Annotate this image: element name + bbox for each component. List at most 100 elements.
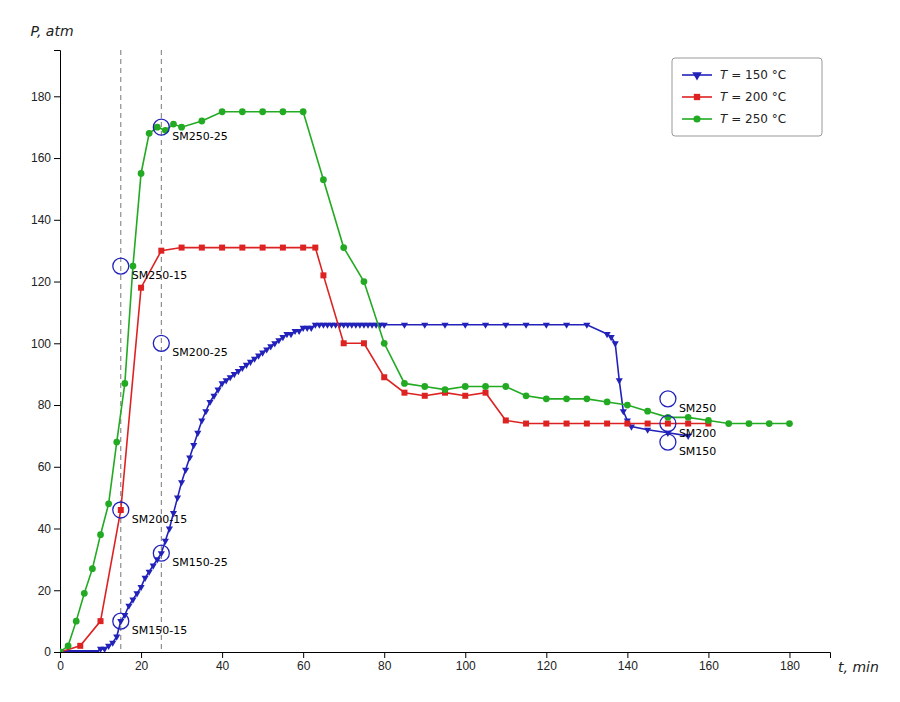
tick-label: 0: [44, 645, 51, 659]
marker: [583, 323, 590, 329]
tick-mark: [54, 529, 60, 530]
marker: [502, 383, 509, 390]
line: [60, 325, 688, 652]
marker: [644, 428, 651, 434]
marker: [312, 245, 318, 251]
marker: [142, 576, 149, 582]
marker: [186, 455, 193, 461]
tick-mark: [708, 652, 709, 658]
tick: 140: [31, 213, 60, 227]
marker: [279, 335, 286, 341]
tick: 0: [57, 652, 64, 673]
marker: [170, 121, 177, 128]
marker: [243, 363, 250, 369]
marker: [113, 439, 120, 446]
marker: [543, 395, 550, 402]
marker: [584, 421, 590, 427]
tick-label: 80: [378, 659, 392, 673]
marker: [563, 323, 570, 329]
tick-label: 140: [31, 213, 51, 227]
marker: [422, 393, 428, 399]
tick-label: 160: [699, 659, 719, 673]
x-axis-title: t, min: [838, 659, 879, 675]
marker: [502, 323, 509, 329]
marker: [685, 414, 692, 421]
marker: [604, 421, 610, 427]
marker: [150, 564, 157, 570]
tick: 20: [135, 652, 149, 673]
tick: 20: [38, 584, 60, 598]
marker: [725, 420, 732, 427]
marker: [117, 619, 124, 625]
marker: [320, 176, 327, 183]
marker: [766, 420, 773, 427]
tick-label: 160: [31, 151, 51, 165]
marker: [746, 420, 753, 427]
legend-item: T = 150 °C: [682, 68, 786, 82]
marker: [604, 399, 611, 406]
marker: [60, 649, 63, 652]
marker: [118, 507, 124, 513]
tick: 180: [31, 90, 60, 104]
marker: [158, 551, 165, 557]
marker: [300, 245, 306, 251]
legend-item: T = 250 °C: [682, 112, 786, 126]
tick-label: 20: [135, 659, 149, 673]
marker: [401, 323, 408, 329]
marker: [308, 326, 315, 332]
tick-mark: [465, 652, 466, 658]
marker: [361, 278, 368, 285]
marker: [105, 500, 112, 507]
tick-label: 180: [31, 90, 51, 104]
tick-label: 120: [31, 275, 51, 289]
tick-mark: [303, 652, 304, 658]
marker: [101, 647, 108, 652]
y-axis: 020406080100120140160180: [31, 51, 61, 660]
axis-line: [61, 653, 831, 659]
tick-label: 120: [537, 659, 557, 673]
marker: [259, 108, 266, 115]
tick-mark: [54, 467, 60, 468]
marker: [260, 245, 266, 251]
marker: [239, 245, 245, 251]
annotations: SM150-15SM150-25SM200-15SM200-25SM250-15…: [113, 119, 717, 637]
marker: [340, 244, 347, 251]
marker: [462, 383, 469, 390]
marker: [280, 245, 286, 251]
marker: [210, 394, 217, 400]
marker: [361, 340, 367, 346]
marker: [296, 329, 303, 335]
marker: [223, 378, 230, 384]
x-axis: 020406080100120140160180: [57, 652, 830, 673]
marker: [109, 641, 116, 647]
marker: [255, 354, 262, 360]
tick-label: 100: [31, 337, 51, 351]
marker: [786, 420, 793, 427]
line: [60, 112, 789, 652]
tick-mark: [141, 652, 142, 658]
marker: [235, 369, 242, 375]
marker: [620, 409, 627, 415]
marker: [624, 421, 630, 427]
marker: [138, 170, 145, 177]
marker: [174, 496, 181, 502]
marker: [199, 245, 205, 251]
marker: [608, 335, 615, 341]
series: [60, 245, 711, 652]
marker: [462, 393, 468, 399]
marker: [421, 323, 428, 329]
marker: [121, 380, 128, 387]
marker: [194, 431, 201, 437]
marker: [522, 323, 529, 329]
tick-mark: [546, 652, 547, 658]
marker: [97, 531, 104, 538]
annotation-label: SM250-25: [172, 130, 227, 143]
tick-label: 20: [38, 584, 52, 598]
tick-label: 0: [57, 659, 64, 673]
tick-mark: [627, 652, 628, 658]
marker: [616, 378, 623, 384]
marker: [563, 395, 570, 402]
annotation-label: SM150-25: [172, 556, 227, 569]
marker: [125, 604, 132, 610]
marker: [214, 388, 221, 394]
